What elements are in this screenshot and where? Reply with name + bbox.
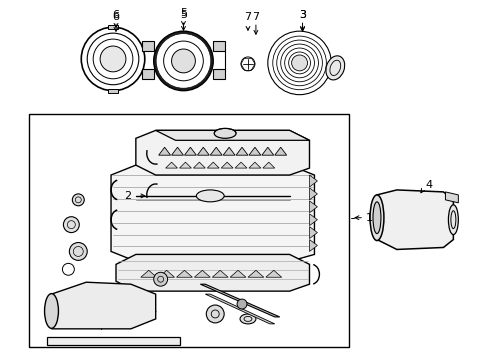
Polygon shape [111,165,314,261]
Polygon shape [247,270,264,277]
Polygon shape [263,162,274,168]
Text: 7: 7 [244,12,251,22]
Text: 1: 1 [365,213,372,223]
Circle shape [206,305,224,323]
Polygon shape [309,214,317,226]
Polygon shape [212,270,228,277]
Polygon shape [309,201,317,213]
Circle shape [171,49,195,73]
Polygon shape [210,147,222,155]
Polygon shape [142,41,153,51]
Polygon shape [223,147,235,155]
Polygon shape [445,192,457,203]
Circle shape [291,55,307,71]
Polygon shape [155,130,309,140]
Polygon shape [158,270,174,277]
Polygon shape [230,270,245,277]
Polygon shape [142,69,153,79]
Polygon shape [265,270,281,277]
Circle shape [237,299,246,309]
Bar [29,113,348,347]
Polygon shape [309,227,317,239]
Polygon shape [274,147,286,155]
Polygon shape [213,41,224,51]
Polygon shape [221,162,233,168]
Circle shape [72,194,84,206]
Polygon shape [200,284,279,317]
Polygon shape [193,162,205,168]
Text: 7: 7 [252,12,259,22]
Ellipse shape [44,294,59,328]
Polygon shape [108,89,118,93]
Polygon shape [236,147,247,155]
Polygon shape [376,190,452,249]
Polygon shape [213,69,224,79]
Circle shape [81,27,144,91]
Circle shape [153,272,167,286]
Polygon shape [248,162,260,168]
Polygon shape [197,147,209,155]
Ellipse shape [447,205,457,235]
Polygon shape [108,25,118,29]
Polygon shape [46,337,180,345]
Text: 3: 3 [299,10,305,20]
Polygon shape [184,147,196,155]
Text: 2: 2 [124,191,131,201]
Ellipse shape [369,195,383,240]
Polygon shape [51,282,155,329]
Polygon shape [309,239,317,251]
Circle shape [69,243,87,260]
Polygon shape [165,162,177,168]
Polygon shape [248,147,260,155]
Text: 5: 5 [180,8,186,18]
Text: 6: 6 [112,10,119,20]
Ellipse shape [240,314,255,324]
Polygon shape [207,162,219,168]
Polygon shape [235,162,246,168]
Text: 5: 5 [180,10,186,20]
Polygon shape [205,294,274,324]
Text: 3: 3 [299,10,305,20]
Polygon shape [158,147,170,155]
Polygon shape [141,270,156,277]
Polygon shape [116,255,309,291]
Text: 6: 6 [112,12,119,22]
Polygon shape [176,270,192,277]
Polygon shape [309,175,317,187]
Ellipse shape [325,56,344,80]
Polygon shape [309,188,317,200]
Polygon shape [262,147,273,155]
Polygon shape [179,162,191,168]
Polygon shape [194,270,210,277]
Ellipse shape [372,202,380,234]
Polygon shape [171,147,183,155]
Ellipse shape [196,190,224,202]
Polygon shape [136,130,309,175]
Circle shape [100,46,126,72]
Circle shape [63,217,79,233]
Ellipse shape [214,129,236,138]
Text: 4: 4 [424,180,431,190]
